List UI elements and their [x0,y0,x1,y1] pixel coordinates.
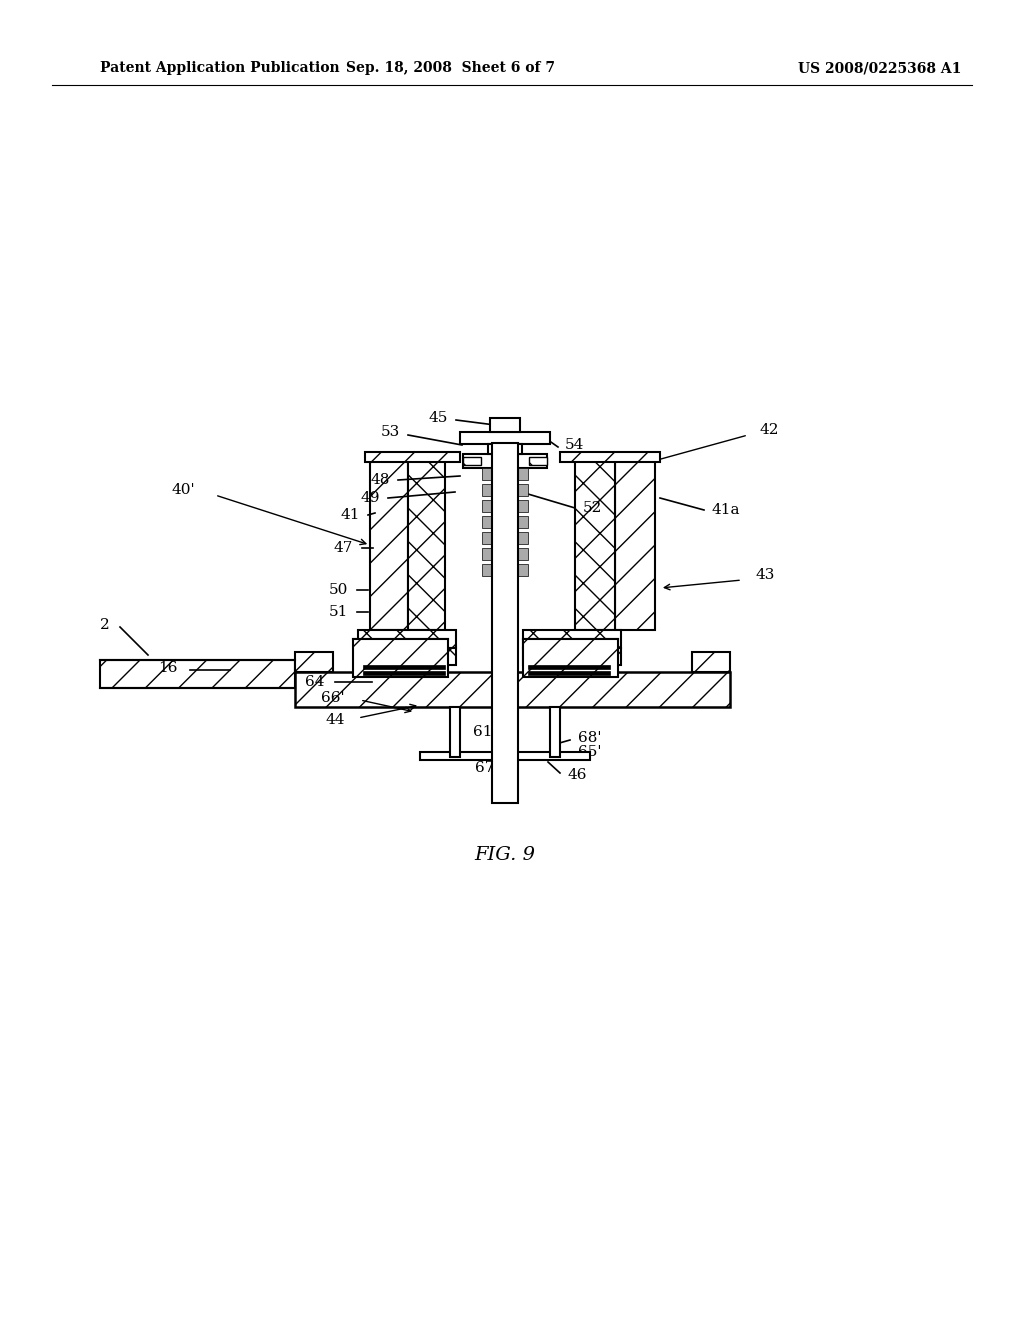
Bar [482,532,492,544]
Bar [692,652,730,672]
Bar [518,548,528,560]
Text: 43: 43 [755,568,774,582]
Bar [523,639,618,677]
Text: 41: 41 [341,508,360,521]
Bar [420,752,590,760]
Bar [370,459,408,630]
Bar [482,484,492,496]
Text: 47: 47 [334,541,353,554]
Bar [518,484,528,496]
Text: 2: 2 [100,618,110,632]
Text: 44: 44 [326,713,345,727]
Bar [365,451,460,462]
Bar [460,432,550,444]
Bar [450,708,460,756]
Bar [523,648,621,665]
Bar [575,459,615,630]
Bar [488,444,522,454]
Bar [550,708,560,756]
Bar [463,454,547,469]
Text: 48: 48 [371,473,390,487]
Text: 61: 61 [472,725,492,739]
Text: Patent Application Publication: Patent Application Publication [100,61,340,75]
Text: 68': 68' [578,731,601,744]
Text: 67: 67 [475,762,494,775]
Text: FIG. 9: FIG. 9 [474,846,536,865]
Bar [518,564,528,576]
Text: 64: 64 [305,675,325,689]
Bar [463,457,481,465]
Text: 66': 66' [322,690,345,705]
Text: 42: 42 [760,422,779,437]
Bar [353,639,449,677]
Bar [100,660,295,688]
Text: 45: 45 [429,411,449,425]
Bar [528,665,610,669]
Bar [482,564,492,576]
Bar [358,630,456,648]
Bar [490,418,520,432]
Text: 16: 16 [159,661,178,675]
Text: 40': 40' [171,483,195,498]
Bar [362,665,445,669]
Bar [560,451,660,462]
Bar [528,671,610,675]
Bar [482,469,492,480]
Bar [518,469,528,480]
Text: 51: 51 [329,605,348,619]
Bar [529,457,547,465]
Bar [482,548,492,560]
Bar [362,671,445,675]
Text: 46: 46 [568,768,588,781]
Bar [482,516,492,528]
Text: Sep. 18, 2008  Sheet 6 of 7: Sep. 18, 2008 Sheet 6 of 7 [345,61,555,75]
Text: US 2008/0225368 A1: US 2008/0225368 A1 [799,61,962,75]
Bar [408,459,445,630]
Bar [295,672,730,708]
Bar [518,516,528,528]
Text: 65': 65' [578,744,601,759]
Bar [518,532,528,544]
Text: 54: 54 [565,438,585,451]
Bar [492,444,518,803]
Text: 52: 52 [583,502,602,515]
Bar [295,652,333,672]
Bar [358,648,456,665]
Bar [523,630,621,648]
Bar [518,500,528,512]
Text: 53: 53 [381,425,400,440]
Bar [615,459,655,630]
Bar [482,500,492,512]
Text: 49: 49 [360,491,380,506]
Text: 50: 50 [329,583,348,597]
Text: 41a: 41a [712,503,740,517]
